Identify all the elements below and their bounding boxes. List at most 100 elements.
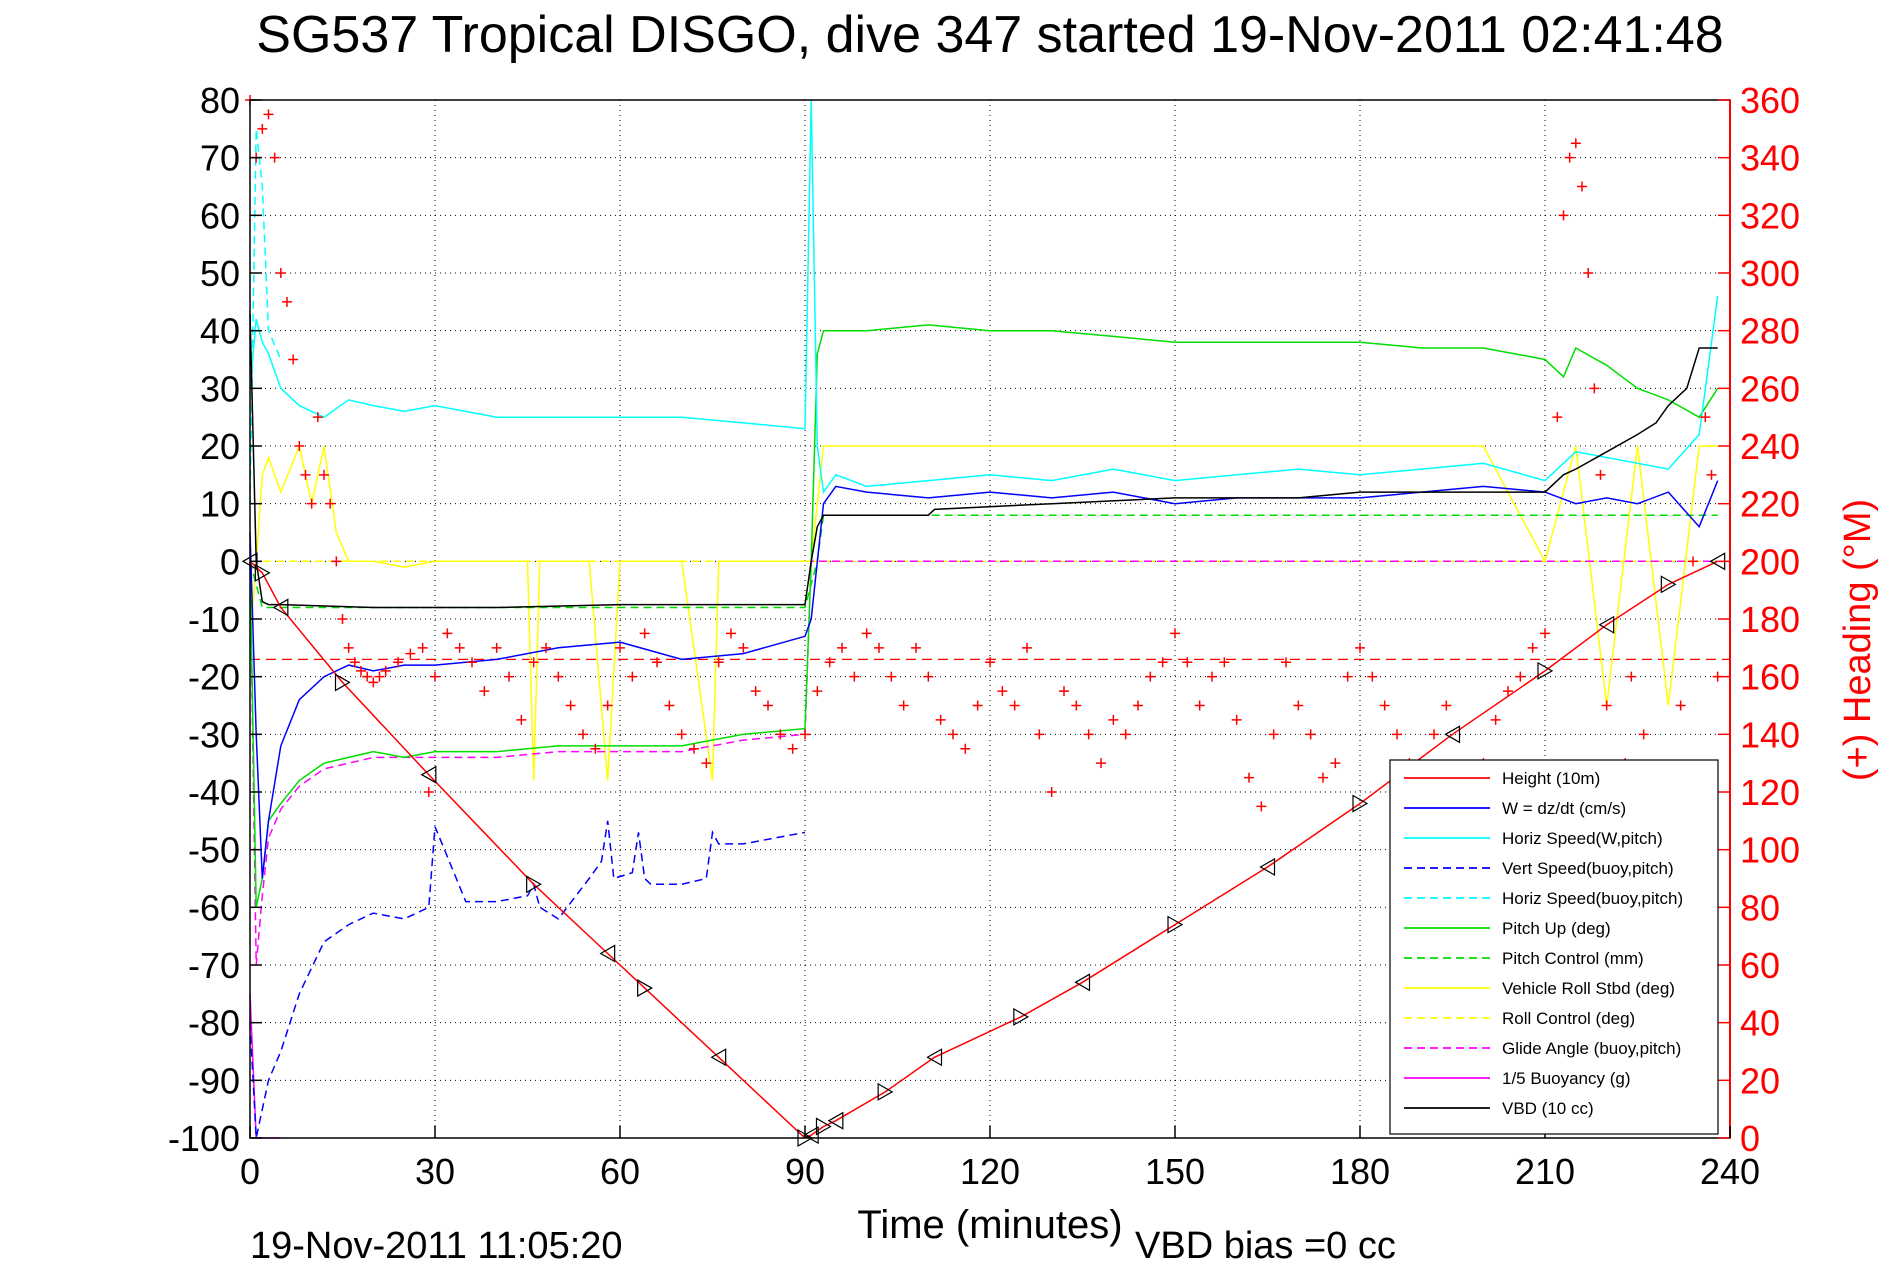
heading-point [454,642,465,653]
heading-point [343,642,354,653]
y-right-tick-label-9: 180 [1740,599,1800,640]
legend-label-glide-angle: Glide Angle (buoy,pitch) [1502,1039,1681,1058]
height-marker [1167,915,1184,934]
heading-point [288,354,299,365]
heading-point [516,714,527,725]
y-right-tick-label-11: 140 [1740,714,1800,755]
heading-point [430,671,440,682]
x-tick-label-7: 210 [1515,1151,1575,1192]
heading-point [306,498,317,509]
heading-point [750,686,761,697]
heading-point [504,671,514,682]
heading-point [528,657,539,668]
y-tick-label-11: -30 [188,714,240,755]
series-line-pitch-up [249,324,1719,908]
heading-point [972,700,983,711]
y-tick-label-5: 30 [200,368,240,409]
footer-vbd-bias: VBD bias =0 cc [1135,1225,1396,1262]
y-right-tick-label-7: 220 [1740,484,1800,525]
heading-point [1022,642,1032,653]
heading-point [269,152,280,163]
heading-point [1083,729,1094,740]
heading-point [1503,686,1513,697]
heading-point [676,729,687,740]
heading-point [442,628,453,639]
series-layer [249,99,1730,1139]
heading-point [1490,714,1501,725]
right-y-axis: 3603403203002802602402202001801601401201… [1718,80,1800,1159]
height-marker [926,1048,943,1067]
heading-point [923,671,934,682]
heading-point [1108,714,1119,725]
series-line-height [249,560,1719,1139]
heading-point [257,123,268,134]
x-tick-label-2: 60 [600,1151,640,1192]
heading-point [1688,556,1698,567]
height-marker [334,673,351,692]
heading-point [997,686,1008,697]
heading-point [417,642,428,653]
series-line-horiz-speed-w [249,99,1719,495]
heading-point [1281,657,1291,668]
heading-point [1706,469,1717,480]
height-marker [1352,794,1369,813]
y-tick-label-16: -80 [188,1003,240,1044]
heading-point [1231,714,1242,725]
y-right-tick-label-12: 120 [1740,772,1800,813]
heading-point [1133,700,1143,711]
y-right-tick-label-4: 280 [1740,311,1800,352]
y-right-tick-label-13: 100 [1740,830,1800,871]
heading-point [1009,700,1020,711]
heading-point [985,657,995,668]
legend-box [1389,759,1719,1135]
heading-point [1379,700,1390,711]
series-line-horiz-speed-buoy [249,128,282,504]
heading-point [664,700,675,711]
heading-point [911,642,921,653]
chart-title: SG537 Tropical DISGO, dive 347 started 1… [256,6,1723,64]
heading-point [824,657,835,668]
height-marker [1074,973,1091,992]
legend-label-horiz-speed-w: Horiz Speed(W,pitch) [1502,829,1663,848]
heading-point [701,758,712,769]
y-tick-label-7: 10 [200,484,240,525]
y-tick-label-17: -90 [188,1060,240,1101]
heading-point [368,677,379,688]
y-right-tick-label-18: 0 [1740,1118,1760,1159]
height-marker [420,765,437,784]
left-y-axis: 80 70 60 50 40 30 20 10 0 -10 -20 -30 -40 -50 -60 -70 -8… [168,80,262,1159]
heading-point [300,469,311,480]
heading-point [1207,671,1217,682]
footer-timestamp: 19-Nov-2011 11:05:20 [250,1225,623,1262]
legend-label-buoyancy: 1/5 Buoyancy (g) [1502,1069,1631,1088]
heading-point [763,700,773,711]
legend-label-horiz-speed-buoy: Horiz Speed(buoy,pitch) [1502,889,1683,908]
heading-point [1558,210,1569,221]
heading-point [1120,729,1131,740]
heading-point [898,700,909,711]
heading-point [1392,729,1402,740]
x-tick-label-6: 180 [1330,1151,1390,1192]
heading-point [405,648,416,659]
heading-point [374,671,385,682]
height-marker [637,979,653,998]
height-marker [710,1048,727,1067]
legend-label-vert-speed-buoy: Vert Speed(buoy,pitch) [1502,859,1674,878]
y-right-tick-label-14: 80 [1740,887,1780,928]
heading-point [1700,412,1711,423]
heading-point [553,671,564,682]
heading-point [1638,729,1649,740]
x-tick-label-3: 90 [785,1151,825,1192]
y-tick-label-4: 40 [200,311,240,352]
heading-point [1527,642,1538,653]
y-tick-label-6: 20 [200,426,240,467]
heading-point [1194,700,1205,711]
height-marker [272,598,289,617]
y-right-tick-label-6: 240 [1740,426,1800,467]
heading-point [960,743,971,754]
x-axis: 0 30 60 90 120 150 180 210 240 [240,1126,1760,1192]
y-right-tick-label-0: 360 [1740,80,1800,121]
right-axis-label: (+) Heading (°M) [1837,499,1879,781]
heading-point [1342,671,1353,682]
